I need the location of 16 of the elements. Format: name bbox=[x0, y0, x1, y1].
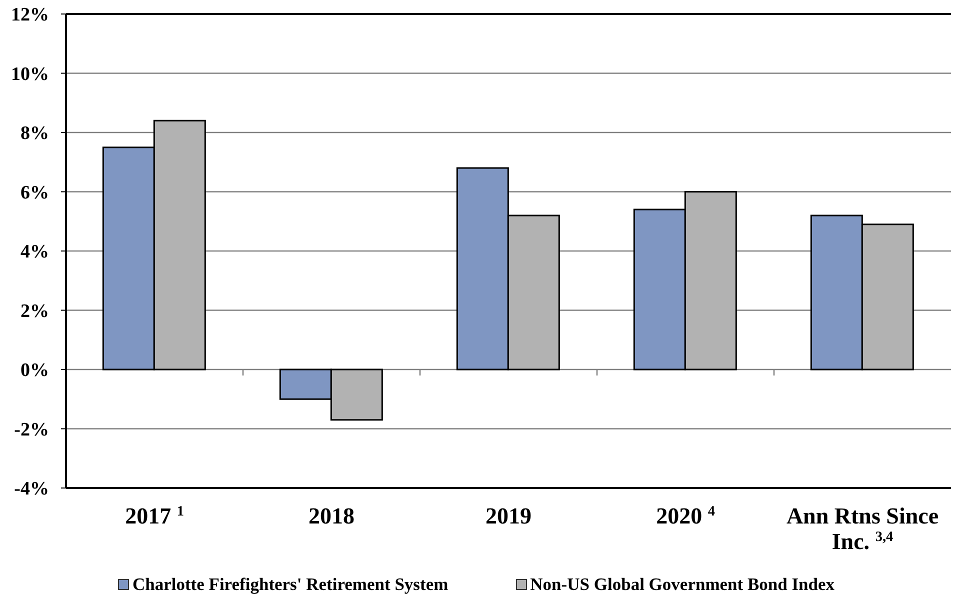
x-tick-label: 2017 $^{1}$ bbox=[125, 503, 184, 528]
y-tick-label: 6% bbox=[20, 182, 49, 204]
x-tick-label: Ann Rtns Since Inc. $^{3,4}$ bbox=[786, 503, 939, 554]
x-tick-label: 2018 bbox=[308, 503, 354, 528]
y-tick-label: 12% bbox=[11, 4, 49, 26]
y-tick-label: 0% bbox=[20, 360, 49, 382]
legend-label: Charlotte Firefighters' Retirement System bbox=[132, 574, 448, 594]
y-tick-label: 2% bbox=[20, 300, 49, 322]
y-tick-label: -4% bbox=[14, 478, 49, 500]
x-tick-label: 2020 $^{4}$ bbox=[656, 503, 715, 528]
y-tick-label: -2% bbox=[14, 419, 49, 440]
legend-label: Non-US Global Government Bond Index bbox=[530, 574, 835, 594]
y-tick-label: 8% bbox=[20, 123, 49, 144]
y-tick-label: 4% bbox=[20, 242, 49, 263]
y-tick-label: 10% bbox=[11, 64, 49, 85]
x-tick-label: 2019 bbox=[486, 503, 532, 528]
